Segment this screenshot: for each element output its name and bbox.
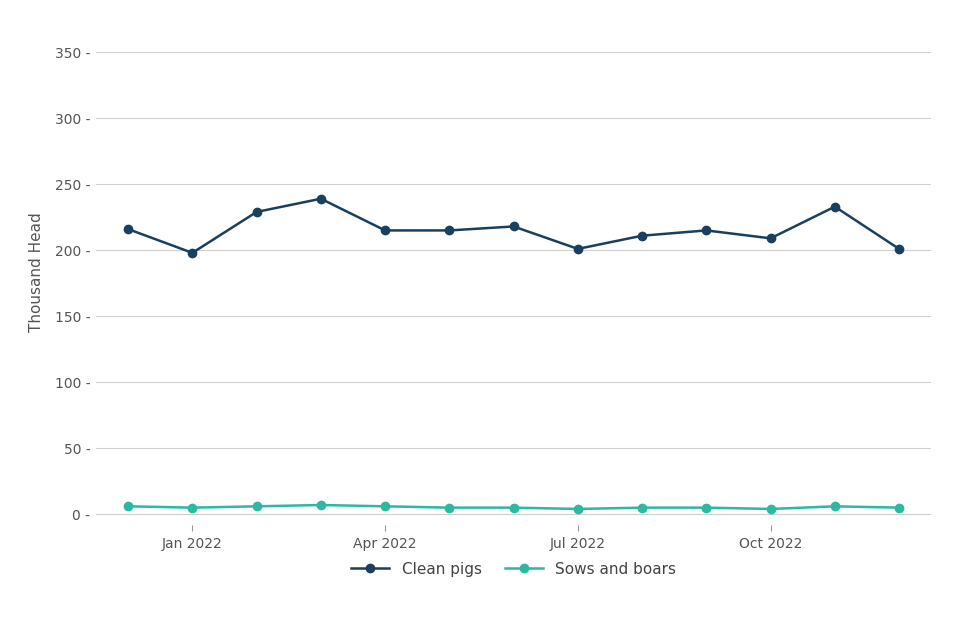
Sows and boars: [508, 504, 519, 511]
Sows and boars: [701, 504, 712, 511]
Clean pigs: [251, 208, 262, 216]
Clean pigs: [122, 225, 133, 233]
Clean pigs: [701, 227, 712, 234]
Sows and boars: [122, 502, 133, 510]
Clean pigs: [636, 232, 648, 239]
Clean pigs: [765, 234, 777, 242]
Clean pigs: [829, 203, 841, 211]
Legend: Clean pigs, Sows and boars: Clean pigs, Sows and boars: [345, 556, 683, 583]
Sows and boars: [894, 504, 905, 511]
Clean pigs: [894, 245, 905, 253]
Clean pigs: [379, 227, 391, 234]
Clean pigs: [572, 245, 584, 253]
Line: Clean pigs: Clean pigs: [124, 195, 903, 257]
Sows and boars: [765, 505, 777, 513]
Sows and boars: [315, 501, 326, 509]
Clean pigs: [186, 249, 198, 257]
Sows and boars: [379, 502, 391, 510]
Sows and boars: [186, 504, 198, 511]
Sows and boars: [636, 504, 648, 511]
Sows and boars: [572, 505, 584, 513]
Sows and boars: [251, 502, 262, 510]
Clean pigs: [444, 227, 455, 234]
Y-axis label: Thousand Head: Thousand Head: [29, 212, 44, 332]
Sows and boars: [444, 504, 455, 511]
Sows and boars: [829, 502, 841, 510]
Clean pigs: [508, 223, 519, 230]
Line: Sows and boars: Sows and boars: [124, 501, 903, 513]
Clean pigs: [315, 195, 326, 203]
